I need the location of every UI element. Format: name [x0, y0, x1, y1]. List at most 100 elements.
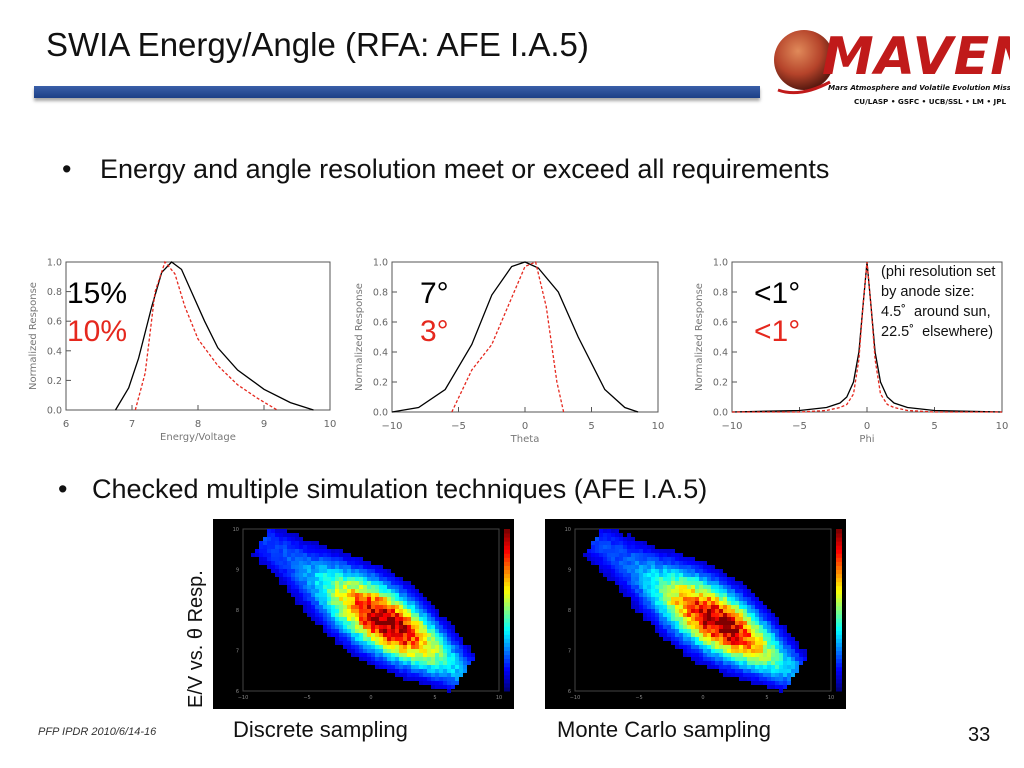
heatmap-cell [323, 561, 327, 565]
heatmap-cell [355, 645, 359, 649]
heatmap-cell [335, 601, 339, 605]
heatmap-cell [455, 669, 459, 673]
heatmap-cell [751, 653, 755, 657]
heatmap-cell [791, 661, 795, 665]
heatmap-cell [771, 649, 775, 653]
heatmap-cell [427, 633, 431, 637]
heatmap-cell [419, 657, 423, 661]
heatmap-cell [411, 589, 415, 593]
heatmap-cell [339, 621, 343, 625]
heatmap-cell [343, 625, 347, 629]
colorbar-segment [836, 634, 842, 639]
heatmap-cell [335, 577, 339, 581]
heatmap-cell [639, 589, 643, 593]
heatmap-cell [727, 589, 731, 593]
heatmap-cell [419, 621, 423, 625]
heatmap-cell [623, 537, 627, 541]
heatmap-cell [783, 625, 787, 629]
heatmap-cell [707, 609, 711, 613]
heatmap-cell [643, 601, 647, 605]
heatmap-cell [439, 641, 443, 645]
heatmap-cell [727, 641, 731, 645]
heatmap-cell [771, 673, 775, 677]
heatmap-cell [379, 625, 383, 629]
colorbar-segment [836, 561, 842, 566]
heatmap-cell [395, 581, 399, 585]
heatmap-cell [355, 573, 359, 577]
colorbar-segment [504, 601, 510, 607]
heatmap-cell [339, 585, 343, 589]
heatmap-cell [663, 613, 667, 617]
heatmap-cell [363, 617, 367, 621]
heatmap-cell [727, 593, 731, 597]
heatmap-cell [763, 629, 767, 633]
heatmap-cell [375, 665, 379, 669]
heatmap-cell [635, 593, 639, 597]
heatmap-cell [731, 673, 735, 677]
heatmap-cell [615, 529, 619, 533]
logo-partners: CU/LASP • GSFC • UCB/SSL • LM • JPL [854, 97, 1006, 106]
heatmap-cell [791, 669, 795, 673]
heatmap-cell [319, 589, 323, 593]
heatmap-cell [383, 573, 387, 577]
heatmap-cell [383, 605, 387, 609]
heatmap-cell [395, 661, 399, 665]
heatmap-cell [407, 661, 411, 665]
heatmap-cell [319, 605, 323, 609]
heatmap-cell [399, 581, 403, 585]
heatmap-cell [711, 665, 715, 669]
heatmap-ylabel-text: E/V vs. θ Resp. [185, 570, 207, 708]
heatmap-cell [347, 613, 351, 617]
heatmap-cell [779, 641, 783, 645]
heatmap-cell [707, 621, 711, 625]
heatmap-cell [683, 601, 687, 605]
heatmap-cell [671, 637, 675, 641]
heatmap-cell [383, 581, 387, 585]
heatmap-cell [307, 589, 311, 593]
x-axis-label: Phi [859, 434, 874, 445]
heatmap-cell [323, 573, 327, 577]
heatmap-cell [727, 601, 731, 605]
heatmap-cell [395, 649, 399, 653]
heatmap-cell [643, 561, 647, 565]
heatmap-cell [383, 657, 387, 661]
heatmap-cell [691, 653, 695, 657]
heatmap-cell [699, 657, 703, 661]
heatmap-cell [783, 669, 787, 673]
heatmap-cell [403, 593, 407, 597]
heatmap-cell [451, 685, 455, 689]
heatmap-cell [667, 557, 671, 561]
heatmap-cell [367, 577, 371, 581]
heatmap-cell [387, 633, 391, 637]
heatmap-cell [643, 549, 647, 553]
heatmap-cell [435, 645, 439, 649]
heatmap-cell [331, 597, 335, 601]
heatmap-cell [431, 633, 435, 637]
heatmap-cell [671, 621, 675, 625]
heatmap-cell [723, 601, 727, 605]
heatmap-cell [623, 541, 627, 545]
heatmap-cell [711, 653, 715, 657]
heatmap-cell [379, 633, 383, 637]
heatmap-cell [635, 605, 639, 609]
heatmap-cell [387, 589, 391, 593]
heatmap-cell [743, 677, 747, 681]
colorbar-segment [504, 682, 510, 688]
heatmap-cell [411, 601, 415, 605]
heatmap-cell [707, 569, 711, 573]
heatmap-cell [359, 625, 363, 629]
heatmap-cell [775, 629, 779, 633]
heatmap-cell [379, 573, 383, 577]
heatmap-cell [319, 581, 323, 585]
heatmap-cell [383, 649, 387, 653]
heatmap-cell [463, 645, 467, 649]
heatmap-cell [667, 573, 671, 577]
heatmap-cell [603, 529, 607, 533]
heatmap-cell [427, 621, 431, 625]
heatmap-cell [711, 657, 715, 661]
heatmap-cell [367, 569, 371, 573]
heatmap-cell [775, 633, 779, 637]
heatmap-cell [431, 653, 435, 657]
heatmap-cell [275, 553, 279, 557]
heatmap-cell [287, 577, 291, 581]
